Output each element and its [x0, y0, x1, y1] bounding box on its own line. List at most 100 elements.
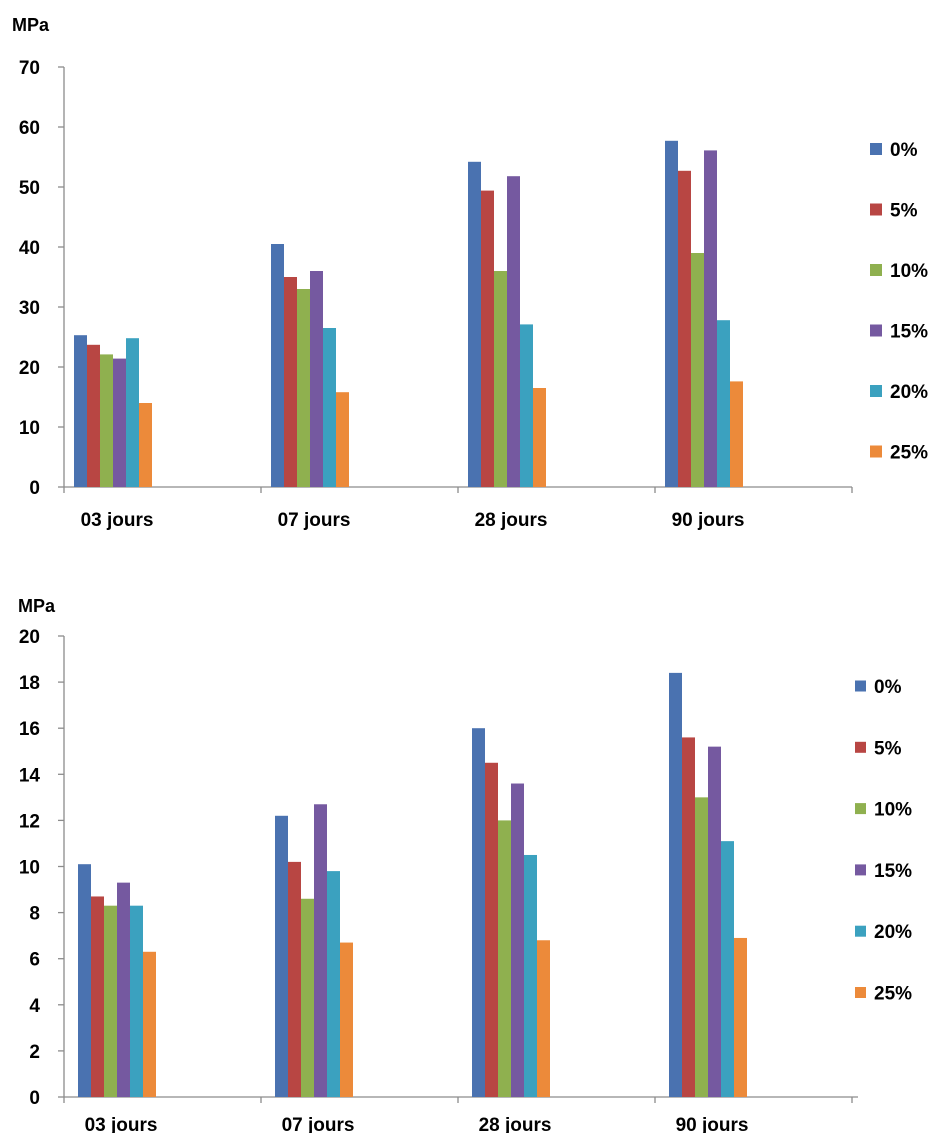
legend-swatch	[855, 987, 866, 998]
y-tick-label: 18	[19, 673, 40, 694]
bar-25pct-07-jours	[336, 392, 349, 487]
bar-0pct-90-jours	[665, 140, 678, 488]
y-tick-label: 70	[19, 58, 40, 79]
legend-swatch	[870, 264, 882, 276]
bar-10pct-90-jours	[691, 253, 704, 487]
y-tick-label: 6	[29, 950, 40, 971]
bar-0pct-03-jours	[74, 335, 87, 487]
bar-25pct-90-jours	[734, 937, 747, 1097]
legend-swatch	[855, 925, 866, 937]
bar-25pct-28-jours	[537, 940, 550, 1097]
bar-0pct-07-jours	[275, 815, 288, 1097]
y-axis-unit-label: MPa	[18, 596, 56, 616]
y-tick-label: 16	[19, 719, 40, 740]
bar-10pct-28-jours	[494, 271, 507, 487]
bar-25pct-90-jours	[730, 381, 743, 487]
legend-label: 15%	[874, 861, 912, 882]
bar-5pct-07-jours	[288, 861, 301, 1097]
bar-20pct-07-jours	[327, 871, 340, 1097]
bar-15pct-03-jours	[117, 882, 130, 1097]
bar-10pct-07-jours	[297, 289, 310, 487]
bar-15pct-07-jours	[314, 804, 327, 1097]
bar-20pct-90-jours	[721, 841, 734, 1097]
bar-25pct-07-jours	[340, 942, 353, 1097]
bar-15pct-28-jours	[511, 783, 524, 1097]
legend-label: 20%	[890, 382, 928, 403]
bar-10pct-03-jours	[104, 905, 117, 1097]
bar-20pct-03-jours	[126, 338, 139, 487]
x-category-label: 07 jours	[282, 1115, 355, 1133]
x-category-label: 07 jours	[278, 510, 351, 531]
y-tick-label: 12	[19, 811, 40, 832]
x-category-label: 90 jours	[676, 1115, 749, 1133]
bar-10pct-90-jours	[695, 797, 708, 1097]
legend-swatch	[870, 203, 882, 216]
y-tick-label: 20	[19, 358, 40, 379]
bar-25pct-03-jours	[143, 951, 156, 1097]
y-axis-unit-label: MPa	[12, 15, 50, 35]
bar-10pct-28-jours	[498, 820, 511, 1097]
y-tick-label: 0	[29, 1088, 40, 1109]
bar-0pct-90-jours	[669, 672, 682, 1097]
legend-swatch	[870, 143, 882, 155]
legend-label: 25%	[890, 443, 928, 464]
bar-5pct-28-jours	[481, 190, 494, 487]
bar-25pct-03-jours	[139, 403, 152, 487]
bar-0pct-28-jours	[472, 728, 485, 1097]
x-category-label: 28 jours	[475, 510, 548, 531]
legend-label: 20%	[874, 922, 912, 943]
x-category-label: 03 jours	[85, 1115, 158, 1133]
y-tick-label: 10	[19, 418, 40, 439]
bar-5pct-28-jours	[485, 762, 498, 1097]
legend-label: 0%	[874, 677, 902, 698]
bar-5pct-90-jours	[678, 170, 691, 488]
y-tick-label: 4	[29, 996, 40, 1017]
bar-10pct-03-jours	[100, 354, 113, 487]
bar-15pct-03-jours	[113, 358, 126, 487]
legend-swatch	[855, 741, 866, 753]
bar-0pct-07-jours	[271, 244, 284, 487]
bar-5pct-03-jours	[87, 344, 100, 487]
legend-swatch	[870, 385, 882, 397]
y-tick-label: 40	[19, 238, 40, 259]
legend-swatch	[870, 445, 882, 458]
y-tick-label: 2	[29, 1042, 40, 1063]
legend-label: 5%	[890, 201, 918, 222]
legend-label: 15%	[890, 322, 928, 343]
legend-swatch	[870, 324, 882, 337]
legend-swatch	[855, 803, 866, 815]
bar-20pct-28-jours	[524, 854, 537, 1097]
legend-swatch	[855, 864, 866, 876]
y-tick-label: 50	[19, 178, 40, 199]
bar-5pct-07-jours	[284, 277, 297, 487]
legend-label: 5%	[874, 738, 902, 759]
bar-15pct-90-jours	[708, 746, 721, 1097]
legend-label: 0%	[890, 140, 918, 161]
legend-swatch	[855, 680, 866, 692]
bar-15pct-28-jours	[507, 176, 520, 487]
legend-label: 25%	[874, 984, 912, 1005]
bar-15pct-07-jours	[310, 271, 323, 487]
legend-label: 10%	[890, 261, 928, 282]
bar-5pct-90-jours	[682, 737, 695, 1097]
bar-20pct-28-jours	[520, 324, 533, 487]
bar-10pct-07-jours	[301, 898, 314, 1097]
y-tick-label: 30	[19, 298, 40, 319]
y-tick-label: 14	[19, 765, 41, 786]
x-category-label: 90 jours	[672, 510, 745, 531]
y-tick-label: 10	[19, 858, 40, 879]
y-tick-label: 60	[19, 118, 40, 139]
x-category-label: 28 jours	[479, 1115, 552, 1133]
bar-20pct-90-jours	[717, 320, 730, 487]
y-tick-label: 20	[19, 627, 40, 648]
bar-15pct-90-jours	[704, 150, 717, 487]
y-tick-label: 0	[29, 478, 40, 499]
bar-5pct-03-jours	[91, 896, 104, 1097]
bar-20pct-03-jours	[130, 905, 143, 1097]
x-category-label: 03 jours	[81, 510, 154, 531]
bar-20pct-07-jours	[323, 328, 336, 487]
compressive-strength-chart: MPa 0 10 20 30 40 50 60 70 03 jours 07 jours 28 jou…	[12, 15, 928, 531]
flexural-strength-chart: MPa 0 2 4 6 8 10 12 14 16 18 20 03 jours 07 jours 28 j…	[18, 596, 912, 1133]
bar-25pct-28-jours	[533, 388, 546, 487]
